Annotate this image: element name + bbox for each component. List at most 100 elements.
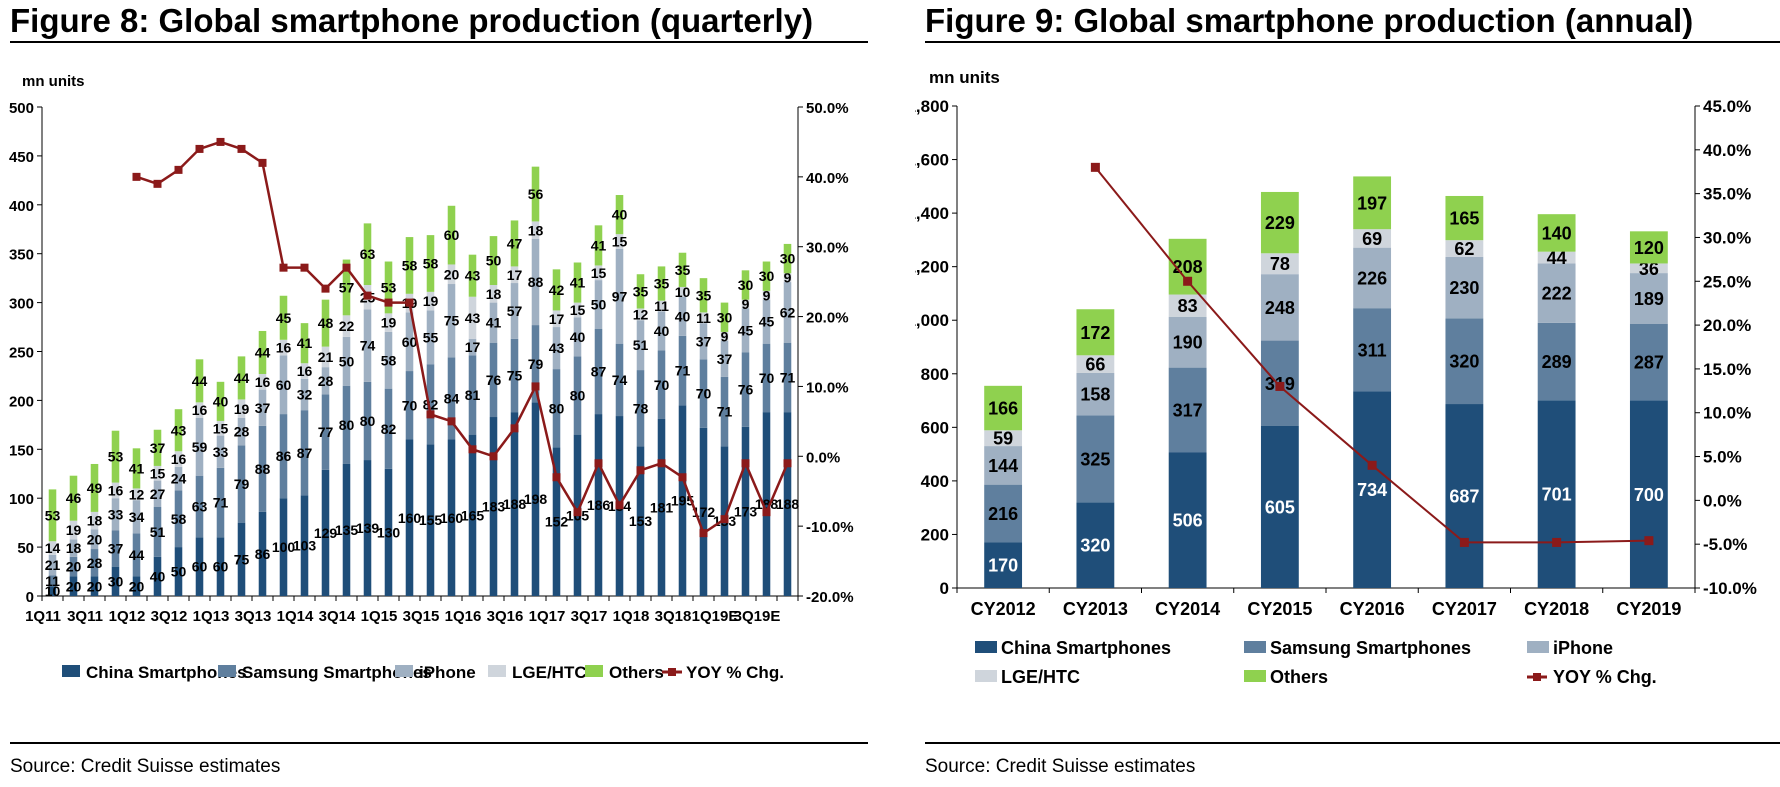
bar-china-smartphones (195, 537, 204, 596)
bar-others (48, 489, 57, 542)
bar-others (1537, 214, 1576, 252)
y2-tick-label: 50.0% (806, 100, 849, 117)
data-label-lge-htc: 19 (66, 522, 82, 538)
data-label-lge-htc: 18 (486, 286, 502, 302)
data-label-samsung-smartphones: 44 (129, 547, 145, 563)
bar-lge-htc (321, 346, 330, 368)
data-label-china-smartphones: 20 (66, 578, 82, 594)
data-label-samsung-smartphones: 79 (234, 476, 250, 492)
data-label-others: 30 (780, 251, 796, 267)
y-tick-label: 350 (9, 247, 34, 264)
bar-others (405, 237, 414, 294)
bar-china-smartphones (279, 498, 288, 596)
data-label-others: 229 (1265, 213, 1295, 233)
legend-label-others: Others (609, 663, 664, 682)
bar-samsung-smartphones (783, 342, 792, 413)
bar-lge-htc (111, 482, 120, 499)
legend-label-others: Others (1270, 667, 1328, 687)
bar-samsung-smartphones (1537, 322, 1576, 401)
bar-others (615, 195, 624, 235)
bar-others (552, 269, 561, 311)
data-label-lge-htc: 16 (255, 374, 271, 390)
bar-lge-htc (384, 313, 393, 332)
bar-others (321, 299, 330, 347)
data-label-samsung-smartphones: 80 (339, 417, 355, 433)
data-label-china-smartphones: 129 (314, 525, 338, 541)
bar-samsung-smartphones (48, 575, 57, 587)
data-label-others: 44 (234, 370, 250, 386)
data-label-others: 35 (675, 262, 691, 278)
y2-tick-label: -10.0% (806, 519, 854, 536)
bar-others (594, 225, 603, 266)
yoy-marker (615, 501, 624, 510)
y-tick-label: 400 (9, 198, 34, 215)
data-label-iphone: 75 (444, 313, 460, 329)
bar-others (1353, 176, 1392, 230)
legend-swatch-samsung-smartphones (218, 665, 236, 677)
bar-china-smartphones (510, 412, 519, 596)
x-tick-label: CY2017 (1432, 599, 1497, 619)
data-label-iphone: 97 (612, 288, 628, 304)
figure-8-panel: Figure 8: Global smartphone production (… (0, 0, 870, 787)
legend-label-yoy-chg: YOY % Chg. (1553, 667, 1657, 687)
data-label-china-smartphones: 20 (87, 578, 103, 594)
bar-samsung-smartphones (657, 350, 666, 419)
data-label-lge-htc: 18 (87, 513, 103, 529)
bar-others (237, 356, 246, 400)
y2-tick-label: 35.0% (1703, 185, 1751, 204)
data-label-others: 45 (276, 310, 292, 326)
y2-tick-label: -10.0% (1703, 579, 1757, 598)
data-label-lge-htc: 15 (570, 302, 586, 318)
data-label-samsung-smartphones: 88 (255, 461, 271, 477)
data-label-iphone: 17 (465, 339, 481, 355)
bar-lge-htc (1629, 263, 1668, 274)
bar-samsung-smartphones (1168, 367, 1207, 453)
bar-samsung-smartphones (1445, 318, 1484, 405)
data-label-samsung-smartphones: 11 (45, 573, 60, 589)
data-label-samsung-smartphones: 87 (591, 364, 607, 380)
yoy-marker (342, 263, 351, 272)
bar-iphone (489, 302, 498, 343)
yoy-marker (489, 452, 498, 461)
bar-iphone (510, 283, 519, 339)
data-label-iphone: 37 (696, 333, 712, 349)
data-label-china-smartphones: 320 (1080, 536, 1110, 556)
bar-others (1076, 309, 1115, 356)
bar-iphone (1353, 247, 1392, 309)
bar-lge-htc (258, 373, 267, 390)
bar-lge-htc (216, 420, 225, 436)
bar-iphone (594, 280, 603, 330)
x-tick-label: CY2012 (971, 599, 1036, 619)
data-label-others: 30 (717, 309, 733, 325)
data-label-samsung-smartphones: 320 (1449, 352, 1479, 372)
figure-9-bottom-rule (925, 742, 1780, 744)
data-label-others: 41 (591, 237, 607, 253)
yoy-marker (300, 263, 309, 272)
data-label-samsung-smartphones: 70 (654, 377, 670, 393)
data-label-china-smartphones: 734 (1357, 480, 1387, 500)
data-label-lge-htc: 15 (612, 234, 628, 250)
yoy-marker (1644, 536, 1654, 546)
bar-samsung-smartphones (1353, 308, 1392, 392)
data-label-china-smartphones: 160 (440, 510, 464, 526)
bar-china-smartphones (1168, 452, 1207, 588)
bar-china-smartphones (657, 418, 666, 596)
bar-lge-htc (132, 488, 141, 501)
data-label-lge-htc: 19 (234, 401, 250, 417)
y-tick-label: 600 (921, 418, 949, 437)
bar-iphone (1168, 316, 1207, 368)
legend-label-lge-htc: LGE/HTC (512, 663, 587, 682)
bar-lge-htc (1076, 355, 1115, 373)
bar-iphone (741, 308, 750, 353)
data-label-others: 49 (87, 480, 103, 496)
data-label-others: 165 (1449, 209, 1479, 229)
data-label-others: 120 (1634, 238, 1664, 258)
data-label-lge-htc: 15 (150, 465, 166, 481)
bar-iphone (573, 317, 582, 357)
bar-china-smartphones (216, 537, 225, 596)
data-label-lge-htc: 69 (1362, 229, 1382, 249)
data-label-samsung-smartphones: 80 (570, 388, 586, 404)
bar-china-smartphones (1260, 425, 1299, 588)
bar-others (636, 274, 645, 309)
yoy-marker (1459, 537, 1469, 547)
